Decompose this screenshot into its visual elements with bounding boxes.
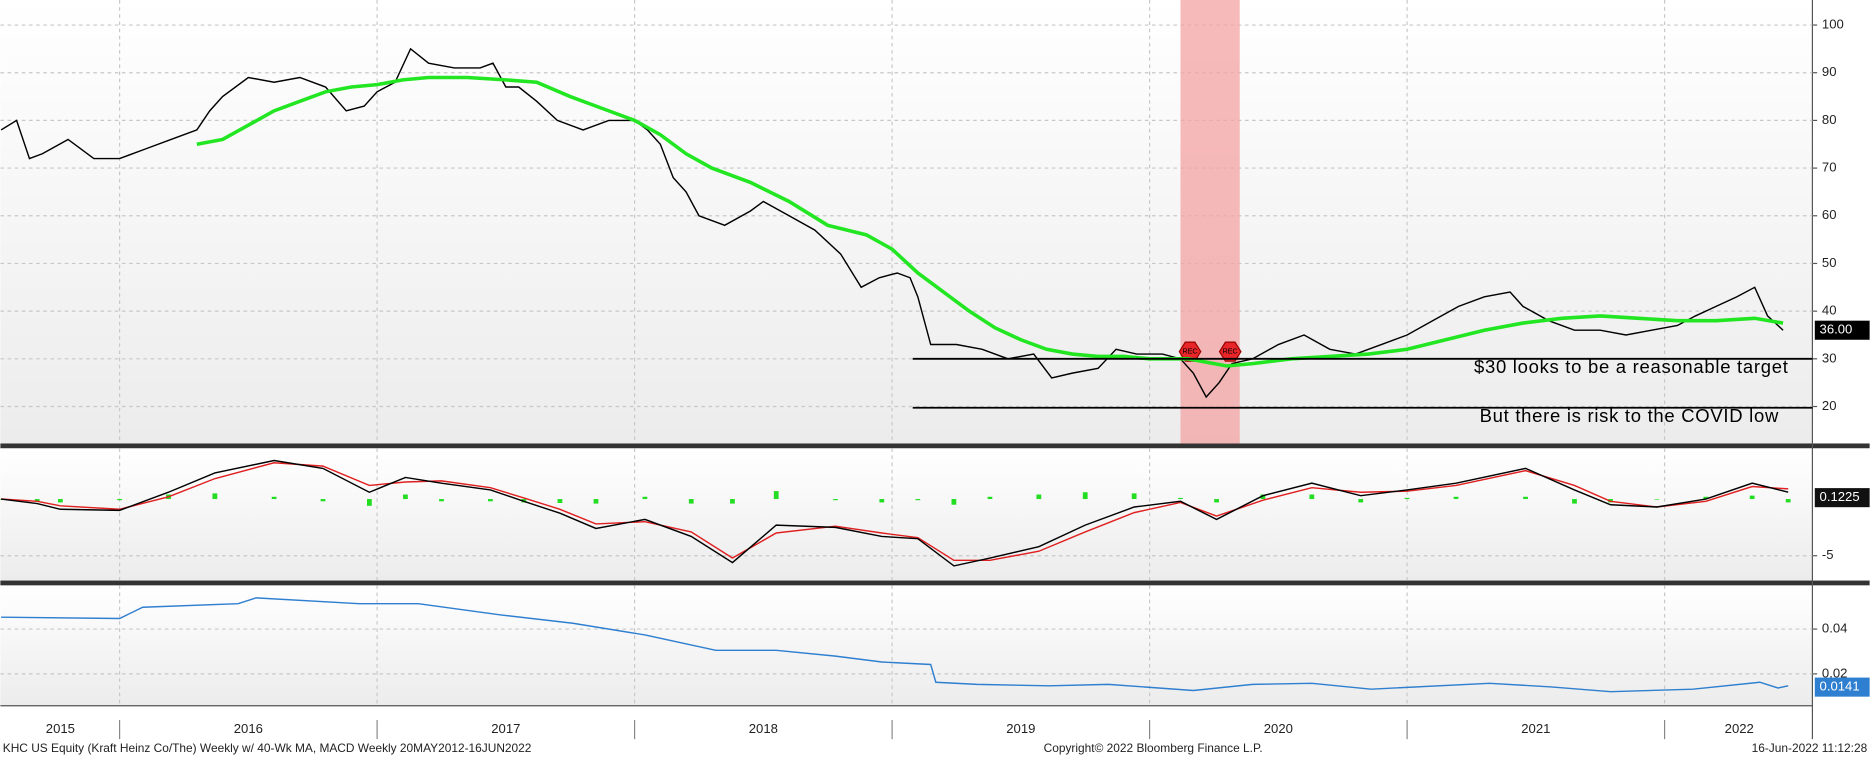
rec-label: REC xyxy=(1182,348,1197,356)
annotation: $30 looks to be a reasonable target xyxy=(1474,356,1789,377)
histogram-bar xyxy=(879,499,885,503)
last-value-label: 0.1225 xyxy=(1820,489,1860,504)
x-tick-label: 2015 xyxy=(46,721,75,736)
y-tick-label: 0.04 xyxy=(1822,621,1848,636)
footer-left: KHC US Equity (Kraft Heinz Co/The) Weekl… xyxy=(3,741,532,755)
histogram-bar xyxy=(1785,499,1791,503)
histogram-bar xyxy=(34,499,40,502)
rec-tag xyxy=(1218,341,1242,362)
y-tick-label: 40 xyxy=(1822,303,1837,318)
y-tick-label: 60 xyxy=(1822,207,1837,222)
y-tick-label: 0.02 xyxy=(1822,665,1848,680)
panel-bg xyxy=(0,0,1813,444)
histogram-bar xyxy=(987,496,993,500)
histogram-bar xyxy=(320,499,326,502)
histogram-bar xyxy=(271,496,277,500)
histogram-bar xyxy=(688,499,694,504)
histogram-bar xyxy=(773,491,779,500)
series-line xyxy=(1,462,1789,562)
y-tick-label: -5 xyxy=(1822,547,1834,562)
histogram-bar xyxy=(1453,496,1459,500)
histogram-bar xyxy=(366,499,372,506)
histogram-bar xyxy=(1309,494,1315,500)
histogram-bar xyxy=(1178,497,1183,500)
last-value-tag xyxy=(1814,677,1870,697)
x-tick-label: 2019 xyxy=(1006,721,1035,736)
histogram-bar xyxy=(212,493,218,500)
last-value-label: 0.0141 xyxy=(1820,679,1860,694)
histogram-bar xyxy=(1358,499,1364,503)
histogram-bar xyxy=(439,499,444,502)
recession-band xyxy=(1180,0,1240,444)
histogram-bar xyxy=(642,496,648,500)
histogram-bar xyxy=(1036,494,1042,500)
series-line xyxy=(1,597,1789,693)
last-value-tag xyxy=(1814,488,1870,508)
panel-bg xyxy=(0,585,1813,706)
footer-center: Copyright© 2022 Bloomberg Finance L.P. xyxy=(1044,741,1263,755)
histogram-bar xyxy=(1572,499,1577,504)
histogram-bar xyxy=(57,499,63,503)
y-tick-label: 70 xyxy=(1822,160,1837,175)
histogram-bar xyxy=(488,499,493,502)
panel-divider xyxy=(0,443,1870,449)
histogram-bar xyxy=(1082,492,1088,500)
rec-label: REC xyxy=(1223,348,1238,356)
y-tick-label: 100 xyxy=(1822,17,1844,32)
histogram-bar xyxy=(1214,499,1219,503)
y-tick-label: 50 xyxy=(1822,255,1837,270)
histogram-bar xyxy=(1703,496,1709,500)
y-tick-label: 30 xyxy=(1822,350,1837,365)
footer-right: 16-Jun-2022 11:12:28 xyxy=(1752,741,1868,755)
y-tick-label: 80 xyxy=(1822,112,1837,127)
x-tick-label: 2022 xyxy=(1725,721,1754,736)
histogram-bar xyxy=(593,499,599,504)
rec-tag xyxy=(1178,341,1202,362)
panel-divider xyxy=(0,580,1870,586)
last-value-tag xyxy=(1814,320,1870,340)
annotation: But there is risk to the COVID low xyxy=(1480,405,1779,426)
histogram-bar xyxy=(1260,494,1266,500)
x-tick-label: 2016 xyxy=(234,721,263,736)
histogram-bar xyxy=(833,499,838,501)
panel-bg xyxy=(0,448,1813,581)
histogram-bar xyxy=(557,499,563,504)
histogram-bar xyxy=(1131,493,1137,500)
histogram-bar xyxy=(1404,497,1410,500)
series-line xyxy=(196,75,1784,368)
series-line xyxy=(0,47,1784,399)
series-line xyxy=(0,459,1789,567)
x-tick-label: 2021 xyxy=(1521,721,1550,736)
histogram-bar xyxy=(951,499,957,505)
last-value-label: 36.00 xyxy=(1820,322,1853,337)
y-tick-label: 20 xyxy=(1822,398,1837,413)
histogram-bar xyxy=(730,499,735,504)
histogram-bar xyxy=(117,499,122,501)
histogram-bar xyxy=(915,499,921,501)
histogram-bar xyxy=(1654,499,1660,500)
x-tick-label: 2020 xyxy=(1264,721,1293,736)
y-tick-label: 90 xyxy=(1822,64,1837,79)
histogram-bar xyxy=(1523,496,1528,500)
x-tick-label: 2018 xyxy=(749,721,778,736)
histogram-bar xyxy=(403,494,408,500)
x-tick-label: 2017 xyxy=(491,721,520,736)
histogram-bar xyxy=(1749,495,1755,500)
